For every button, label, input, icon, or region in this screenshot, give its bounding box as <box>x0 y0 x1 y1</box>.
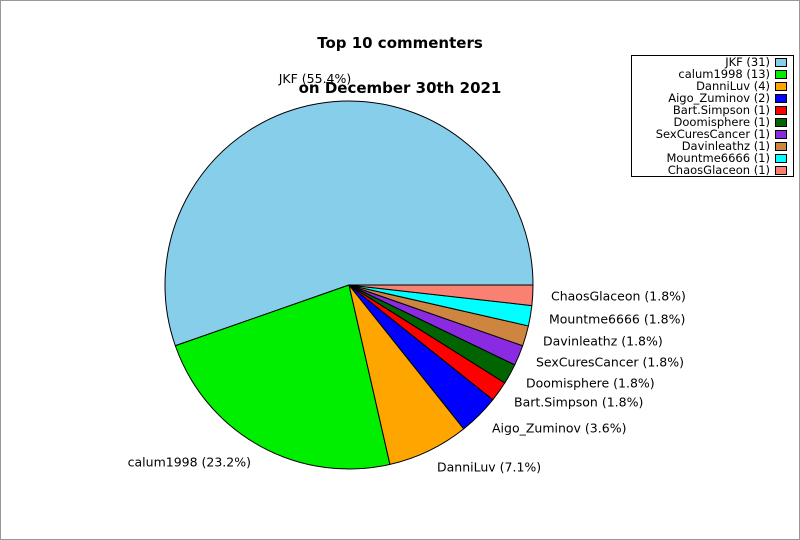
pie-slice-label-Mountme6666: Mountme6666 (1.8%) <box>549 311 686 327</box>
legend-item-SexCuresCancer: SexCuresCancer (1) <box>632 128 793 140</box>
legend: JKF (31) calum1998 (13) DanniLuv (4) Aigo_Z… <box>631 55 794 177</box>
legend-swatch <box>775 57 787 67</box>
legend-item-JKF: JKF (31) <box>632 56 793 68</box>
pie-slice-label-SexCuresCancer: SexCuresCancer (1.8%) <box>536 354 685 370</box>
legend-item-Doomisphere: Doomisphere (1) <box>632 116 793 128</box>
pie-slice-label-ChaosGlaceon: ChaosGlaceon (1.8%) <box>551 288 686 304</box>
legend-item-ChaosGlaceon: ChaosGlaceon (1) <box>632 164 793 176</box>
legend-item-Aigo_Zuminov: Aigo_Zuminov (2) <box>632 92 793 104</box>
legend-item-DanniLuv: DanniLuv (4) <box>632 80 793 92</box>
legend-item-label: SexCuresCancer (1) <box>655 127 770 141</box>
legend-swatch <box>775 165 787 175</box>
legend-item-label: DanniLuv (4) <box>696 79 770 93</box>
legend-swatch <box>775 93 787 103</box>
legend-item-label: Bart.Simpson (1) <box>672 103 770 117</box>
pie-slice-ChaosGlaceon <box>348 284 534 307</box>
pie-slice-label-calum1998: calum1998 (23.2%) <box>127 454 251 470</box>
legend-swatch <box>775 153 787 163</box>
legend-swatch <box>775 105 787 115</box>
legend-item-Davinleathz: Davinleathz (1) <box>632 140 793 152</box>
pie-slice-label-Bart.Simpson: Bart.Simpson (1.8%) <box>514 394 644 410</box>
chart-title: Top 10 commenters on December 30th 2021 <box>1 6 799 126</box>
legend-item-label: ChaosGlaceon (1) <box>667 163 770 177</box>
pie-slice-calum1998 <box>174 284 391 470</box>
pie-slice-label-Aigo_Zuminov: Aigo_Zuminov (3.6%) <box>492 420 627 436</box>
legend-item-calum1998: calum1998 (13) <box>632 68 793 80</box>
legend-item-label: Davinleathz (1) <box>681 139 770 153</box>
chart-title-line1: Top 10 commenters <box>317 34 483 52</box>
chart-title-line2: on December 30th 2021 <box>298 79 502 97</box>
legend-item-label: calum1998 (13) <box>678 67 770 81</box>
legend-item-label: Aigo_Zuminov (2) <box>668 91 770 105</box>
pie-slice-label-JKF: JKF (55.4%) <box>278 71 352 86</box>
pie-slice-label-Doomisphere: Doomisphere (1.8%) <box>526 375 655 391</box>
legend-swatch <box>775 117 787 127</box>
legend-item-Bart.Simpson: Bart.Simpson (1) <box>632 104 793 116</box>
legend-item-Mountme6666: Mountme6666 (1) <box>632 152 793 164</box>
legend-item-label: Mountme6666 (1) <box>666 151 770 165</box>
legend-swatch <box>775 81 787 91</box>
legend-swatch <box>775 129 787 139</box>
legend-item-label: Doomisphere (1) <box>673 115 770 129</box>
legend-item-label: JKF (31) <box>725 55 770 69</box>
legend-swatch <box>775 141 787 151</box>
pie-slice-label-Davinleathz: Davinleathz (1.8%) <box>543 333 663 349</box>
pie-slice-label-DanniLuv: DanniLuv (7.1%) <box>437 459 542 475</box>
legend-swatch <box>775 69 787 79</box>
